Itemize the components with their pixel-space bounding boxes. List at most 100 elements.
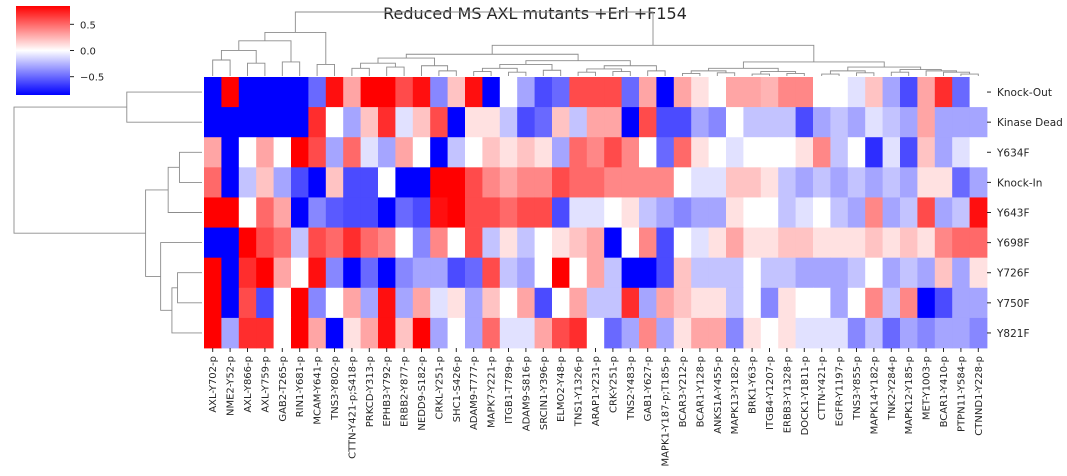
heatmap-cell — [447, 167, 466, 198]
heatmap-cell — [778, 77, 796, 108]
heatmap-cell — [221, 227, 240, 259]
heatmap-cell — [969, 137, 988, 168]
heatmap-cell — [778, 227, 796, 259]
heatmap-cell — [378, 167, 396, 198]
heatmap-cell — [778, 167, 796, 198]
column-label: GAB2-T265-p — [278, 356, 289, 422]
heatmap-cell — [360, 287, 379, 319]
heatmap-cell — [847, 167, 866, 198]
heatmap-cell — [499, 107, 518, 138]
heatmap-cell — [412, 227, 431, 259]
heatmap-cell — [482, 287, 501, 319]
heatmap-cell — [465, 317, 483, 349]
column-label: ELMO2-Y48-p — [556, 356, 567, 422]
heatmap-cell — [830, 227, 849, 259]
column-label: CTTN-Y421-p;S418-p — [347, 356, 358, 459]
heatmap-cell — [325, 317, 344, 349]
column-label: ADAM9-S816-p — [521, 356, 532, 431]
heatmap-cell — [656, 77, 675, 108]
heatmap-cell — [969, 287, 988, 319]
column-label: GAB1-Y627-p — [643, 356, 654, 421]
column-label: MAPK13-Y182-p — [730, 356, 741, 434]
heatmap-cell — [969, 167, 988, 198]
dendrogram-link — [890, 71, 910, 76]
heatmap-cell — [569, 167, 588, 198]
heatmap-cell — [586, 77, 605, 108]
heatmap-cell — [813, 257, 831, 289]
heatmap-cell — [865, 257, 883, 289]
heatmap-cell — [952, 317, 970, 349]
row-label: Y643F — [996, 208, 1030, 220]
heatmap-cell — [395, 197, 414, 228]
heatmap-cell — [238, 227, 257, 259]
heatmap-cell — [238, 287, 257, 319]
heatmap-cell — [917, 227, 936, 259]
column-dendrogram — [212, 11, 979, 76]
heatmap-cell — [586, 167, 605, 198]
heatmap-cell — [656, 137, 675, 168]
heatmap-cell — [552, 107, 570, 138]
heatmap-cell — [656, 287, 675, 319]
heatmap-cell — [743, 227, 762, 259]
heatmap-cell — [743, 167, 762, 198]
heatmap-cell — [621, 287, 640, 319]
dendrogram-link — [247, 62, 266, 76]
heatmap-cell — [726, 197, 744, 228]
heatmap-cell — [465, 197, 483, 228]
column-label: TNS3-Y802-p — [330, 356, 341, 421]
dendrogram-link — [167, 166, 202, 213]
dendrogram-link — [377, 57, 435, 66]
heatmap-cell — [900, 137, 918, 168]
heatmap-cell — [465, 167, 483, 198]
dendrogram-link — [473, 71, 492, 76]
heatmap-cell — [273, 257, 292, 289]
column-label: TNS2-Y483-p — [626, 356, 637, 421]
dendrogram-link — [786, 72, 805, 76]
heatmap-cell — [256, 137, 274, 168]
heatmap-cell — [604, 107, 622, 138]
heatmap-cell — [534, 227, 553, 259]
heatmap-cell — [238, 137, 257, 168]
heatmap-cell — [586, 107, 605, 138]
heatmap-cell — [708, 167, 727, 198]
heatmap-cell — [343, 197, 361, 228]
heatmap-cell — [412, 257, 431, 289]
heatmap-cell — [534, 317, 553, 349]
heatmap-cell — [534, 77, 553, 108]
heatmap-cell — [552, 77, 570, 108]
heatmap-cell — [865, 227, 883, 259]
dendrogram-link — [647, 70, 666, 76]
column-label: EPHB3-Y792-p — [382, 356, 393, 427]
heatmap-cell — [325, 107, 344, 138]
heatmap-cell — [430, 317, 448, 349]
heatmap-cell — [934, 137, 953, 168]
heatmap-cell — [273, 287, 292, 319]
heatmap-cell — [482, 227, 501, 259]
dendrogram-link — [491, 44, 815, 62]
heatmap-cell — [708, 227, 727, 259]
heatmap-cell — [586, 287, 605, 319]
heatmap-cell — [621, 107, 640, 138]
heatmap-cell — [934, 227, 953, 259]
heatmap-cell — [204, 317, 222, 349]
heatmap-cell — [691, 287, 709, 319]
heatmap-cell — [204, 77, 222, 108]
heatmap-cell — [900, 167, 918, 198]
heatmap-cell — [639, 107, 657, 138]
dendrogram-link — [360, 62, 396, 69]
heatmap-cell — [325, 287, 344, 319]
heatmap-cell — [482, 257, 501, 289]
heatmap-cell — [952, 77, 970, 108]
heatmap-cell — [760, 77, 779, 108]
heatmap-cell — [569, 317, 588, 349]
heatmap-cell — [552, 317, 570, 349]
colorbar: 0.5 0.0 −0.5 — [16, 6, 104, 95]
heatmap-cell — [517, 167, 535, 198]
heatmap-cell — [621, 227, 640, 259]
dendrogram-link — [238, 40, 292, 62]
heatmap-cell — [465, 257, 483, 289]
heatmap-cell — [586, 137, 605, 168]
row-dendrogram — [13, 91, 202, 334]
heatmap-cell — [273, 227, 292, 259]
heatmap-cell — [343, 107, 361, 138]
